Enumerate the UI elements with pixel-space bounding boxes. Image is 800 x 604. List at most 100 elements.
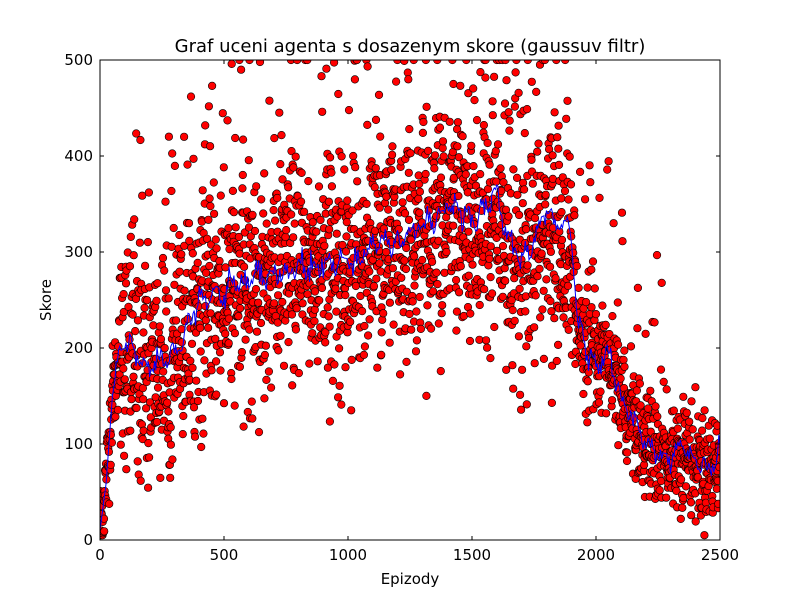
score-point <box>653 412 662 421</box>
score-point <box>377 328 386 337</box>
score-point <box>334 393 343 402</box>
score-point <box>139 426 148 435</box>
score-point <box>512 173 522 182</box>
score-point <box>643 404 653 413</box>
score-point <box>485 254 494 263</box>
score-point <box>662 493 671 502</box>
score-point <box>347 355 356 365</box>
score-point <box>140 303 149 313</box>
score-point <box>532 87 541 96</box>
score-point <box>379 224 389 233</box>
score-point <box>374 90 384 99</box>
score-point <box>278 175 287 184</box>
x-tick-label: 500 <box>210 546 239 564</box>
score-point <box>598 301 607 310</box>
score-point <box>456 262 465 271</box>
y-tick-label: 500 <box>64 51 93 69</box>
score-point <box>445 117 454 126</box>
score-point <box>163 398 172 407</box>
score-point <box>337 152 346 161</box>
score-point <box>504 212 513 221</box>
score-point <box>274 291 283 300</box>
score-point <box>317 283 327 293</box>
score-point <box>436 173 446 182</box>
score-point <box>538 305 547 314</box>
score-point <box>453 142 462 151</box>
score-point <box>247 397 256 406</box>
score-point <box>400 209 410 218</box>
score-point <box>328 376 338 386</box>
score-point <box>210 209 219 218</box>
score-point <box>111 412 120 421</box>
score-point <box>206 142 215 151</box>
score-point <box>481 73 490 82</box>
x-tick-label: 0 <box>95 546 105 564</box>
score-point <box>476 67 485 77</box>
score-point <box>208 81 217 90</box>
y-tick-label: 300 <box>64 243 93 261</box>
score-point <box>260 394 269 403</box>
score-point <box>551 274 560 283</box>
score-point <box>385 338 394 347</box>
score-point <box>186 356 195 366</box>
score-point <box>170 280 179 289</box>
score-point <box>522 400 531 409</box>
score-point <box>581 298 591 307</box>
score-point <box>387 165 396 174</box>
score-point <box>571 359 580 369</box>
score-point <box>468 260 477 269</box>
score-point <box>583 283 592 292</box>
score-point <box>189 403 199 412</box>
score-point <box>255 60 265 67</box>
score-point <box>698 414 707 423</box>
score-point <box>153 383 163 392</box>
score-point <box>224 224 233 233</box>
score-point <box>388 264 398 273</box>
score-point <box>252 182 261 191</box>
score-point <box>290 219 299 228</box>
score-point <box>472 115 482 125</box>
score-point <box>404 168 413 177</box>
score-point <box>633 324 642 333</box>
score-point <box>236 304 245 313</box>
score-point <box>498 242 508 251</box>
score-point <box>205 194 214 203</box>
score-point <box>715 446 720 455</box>
score-point <box>392 77 401 86</box>
score-point <box>143 238 152 247</box>
score-point <box>138 435 147 444</box>
score-point <box>172 316 181 325</box>
score-point <box>129 372 138 381</box>
score-point <box>672 486 681 496</box>
score-point <box>679 392 688 401</box>
score-point <box>160 266 169 275</box>
score-point <box>292 304 301 313</box>
score-point <box>262 219 271 228</box>
score-point <box>126 426 135 435</box>
score-point <box>344 105 354 115</box>
score-point <box>347 406 356 415</box>
score-point <box>353 177 362 186</box>
score-point <box>651 402 660 411</box>
score-point <box>513 190 522 199</box>
score-point <box>365 315 374 324</box>
score-point <box>530 359 539 368</box>
score-point <box>133 316 142 325</box>
score-point <box>486 242 495 251</box>
score-point <box>186 92 196 101</box>
score-point <box>693 473 703 482</box>
score-point <box>557 194 566 203</box>
score-point <box>519 185 529 194</box>
score-point <box>470 95 479 105</box>
score-point <box>188 363 197 373</box>
score-point <box>587 303 596 312</box>
score-point <box>619 355 628 365</box>
score-point <box>490 322 499 332</box>
score-point <box>291 152 300 161</box>
score-point <box>119 364 128 373</box>
score-point <box>289 163 298 172</box>
score-point <box>608 312 617 321</box>
x-tick-label: 1000 <box>329 546 367 564</box>
scatter-points <box>100 60 720 540</box>
score-point <box>146 413 155 422</box>
